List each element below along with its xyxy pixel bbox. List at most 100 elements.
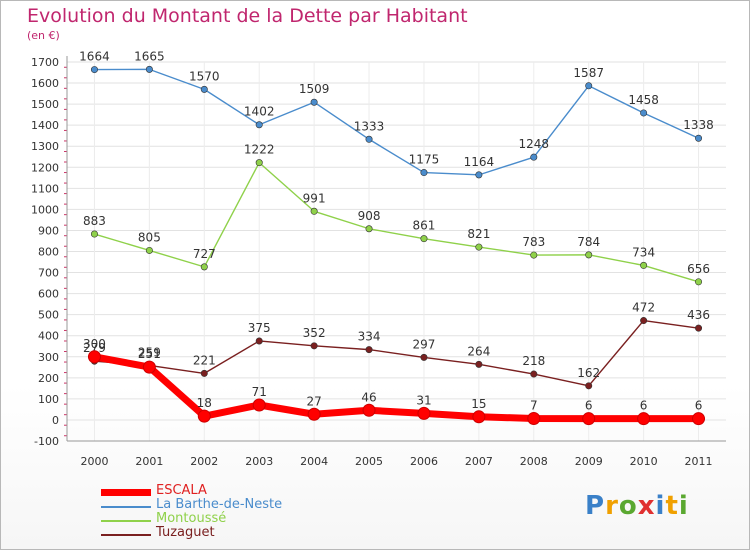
data-point — [695, 324, 703, 332]
data-label: 1458 — [628, 93, 659, 107]
x-tick-label: 2001 — [135, 455, 163, 468]
data-label: 436 — [687, 308, 710, 322]
series-line — [94, 161, 699, 283]
data-point — [530, 370, 538, 378]
data-label: 15 — [471, 397, 486, 411]
data-point — [692, 412, 706, 426]
x-tick-label: 2005 — [355, 455, 383, 468]
data-label: 18 — [197, 396, 212, 410]
data-point — [145, 246, 153, 254]
legend-label: Tuzaguet — [156, 525, 215, 540]
legend-label: Montoussé — [156, 511, 227, 526]
x-tick-label: 2008 — [520, 455, 548, 468]
data-point — [637, 412, 651, 426]
y-tick-label: 500 — [38, 309, 59, 322]
legend-swatch — [101, 506, 151, 508]
data-point — [200, 369, 208, 377]
data-point — [585, 251, 593, 259]
legend-label: La Barthe-de-Neste — [156, 497, 283, 512]
y-tick-label: 900 — [38, 224, 59, 237]
data-point — [475, 243, 483, 251]
data-point — [200, 85, 208, 93]
y-tick-label: 0 — [52, 414, 59, 427]
y-tick-label: 1500 — [31, 98, 59, 111]
data-point — [640, 261, 648, 269]
data-point — [475, 171, 483, 179]
logo-letter: t — [665, 491, 679, 521]
data-point — [472, 410, 486, 424]
data-label: 300 — [83, 337, 106, 351]
data-point — [420, 353, 428, 361]
x-tick-label: 2003 — [245, 455, 273, 468]
y-tick-label: 800 — [38, 246, 59, 259]
data-point — [420, 169, 428, 177]
chart-title: Evolution du Montant de la Dette par Hab… — [27, 5, 468, 27]
data-point — [142, 360, 156, 374]
data-label: 27 — [306, 394, 321, 408]
data-point — [530, 153, 538, 161]
x-tick-label: 2010 — [630, 455, 658, 468]
x-tick-label: 2004 — [300, 455, 328, 468]
data-point — [310, 342, 318, 350]
data-label: 334 — [358, 330, 381, 344]
legend-swatch — [101, 534, 151, 536]
data-point — [365, 225, 373, 233]
x-tick-label: 2011 — [685, 455, 713, 468]
data-label: 1587 — [573, 66, 604, 80]
data-label: 1222 — [244, 143, 275, 157]
data-label: 218 — [522, 354, 545, 368]
data-point — [90, 66, 98, 74]
y-tick-label: 1000 — [31, 203, 59, 216]
series-line — [93, 353, 699, 423]
series-line — [94, 68, 699, 176]
y-tick-label: 700 — [38, 267, 59, 280]
data-label: 264 — [467, 344, 490, 358]
y-tick-label: 400 — [38, 330, 59, 343]
data-label: 1248 — [519, 137, 550, 151]
x-tick-label: 2002 — [190, 455, 218, 468]
data-label: 1570 — [189, 69, 220, 83]
data-label: 1333 — [354, 119, 385, 133]
logo-letter: o — [618, 491, 638, 521]
logo-letter: r — [605, 491, 619, 521]
data-label: 883 — [83, 214, 106, 228]
data-label: 991 — [303, 191, 326, 205]
data-label: 734 — [632, 245, 655, 259]
data-point — [420, 235, 428, 243]
data-point — [582, 412, 596, 426]
y-tick-label: 1300 — [31, 140, 59, 153]
data-label: 1338 — [683, 118, 714, 132]
data-label: 656 — [687, 262, 710, 276]
data-point — [90, 230, 98, 238]
data-label: 1164 — [464, 155, 495, 169]
data-label: 221 — [193, 353, 216, 367]
data-point — [310, 207, 318, 215]
legend-label: ESCALA — [156, 483, 207, 498]
legend-item: Montoussé — [101, 511, 401, 527]
data-point — [527, 411, 541, 425]
data-point — [362, 403, 376, 417]
y-tick-label: 1600 — [31, 77, 59, 90]
chart-subtitle: (en €) — [27, 29, 60, 42]
y-tick-label: -100 — [34, 435, 59, 448]
data-point — [365, 346, 373, 354]
x-tick-label: 2009 — [575, 455, 603, 468]
data-label: 7 — [530, 398, 538, 412]
x-tick-label: 2000 — [80, 455, 108, 468]
data-label: 472 — [632, 301, 655, 315]
legend-swatch — [101, 489, 151, 496]
data-point — [255, 337, 263, 345]
data-label: 6 — [640, 399, 648, 413]
logo-letter: i — [678, 491, 689, 521]
logo-letter: i — [655, 491, 666, 521]
data-label: 71 — [252, 385, 267, 399]
y-tick-label: 200 — [38, 372, 59, 385]
data-label: 6 — [585, 399, 593, 413]
data-point — [695, 134, 703, 142]
proxiti-logo: Proxiti — [585, 491, 689, 521]
data-point — [365, 135, 373, 143]
data-label: 279 — [83, 341, 106, 355]
data-point — [310, 98, 318, 106]
data-label: 908 — [358, 209, 381, 223]
